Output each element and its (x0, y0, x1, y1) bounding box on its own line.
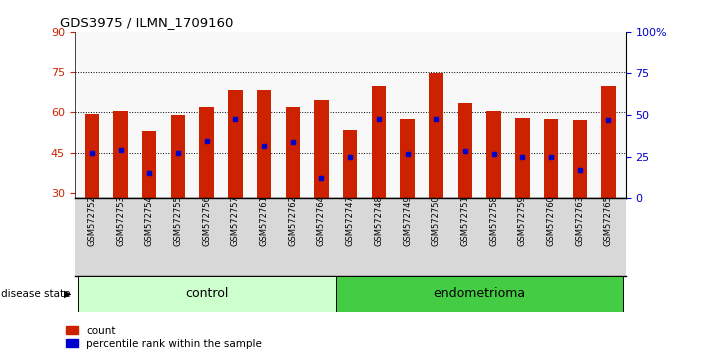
Bar (228, 90, 242, 198)
Bar (515, 118, 530, 198)
Bar (142, 131, 156, 198)
Bar (343, 130, 358, 198)
Bar (314, 100, 328, 198)
Bar (113, 111, 128, 198)
Bar (85, 114, 99, 198)
Bar (572, 120, 587, 198)
Bar (171, 115, 185, 198)
Legend: count, percentile rank within the sample: count, percentile rank within the sample (65, 326, 262, 349)
Bar (458, 103, 472, 198)
Bar (257, 90, 271, 198)
Bar (400, 119, 415, 198)
Bar (77, 276, 336, 312)
Text: endometrioma: endometrioma (433, 287, 525, 300)
Bar (486, 111, 501, 198)
Bar (372, 86, 386, 198)
Text: ▶: ▶ (63, 289, 71, 299)
Bar (336, 276, 623, 312)
Text: control: control (185, 287, 228, 300)
Bar (429, 74, 444, 198)
Bar (602, 86, 616, 198)
Bar (200, 107, 214, 198)
Bar (286, 107, 300, 198)
Text: disease state: disease state (1, 289, 70, 299)
Text: GDS3975 / ILMN_1709160: GDS3975 / ILMN_1709160 (60, 16, 234, 29)
Bar (544, 119, 558, 198)
